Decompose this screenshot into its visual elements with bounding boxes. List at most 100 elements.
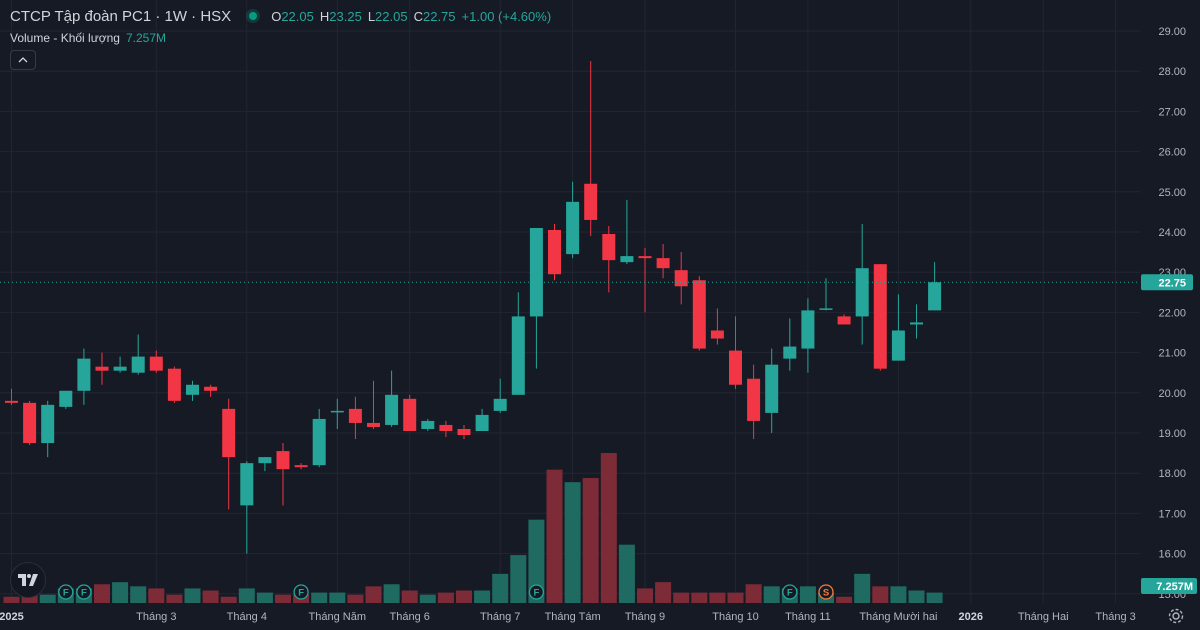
candle-body xyxy=(149,356,163,371)
volume-bar xyxy=(419,594,436,603)
volume-bar xyxy=(600,453,617,603)
volume-bar xyxy=(546,469,563,603)
price-tick-label: 29.00 xyxy=(1158,26,1186,38)
price-tick-label: 21.00 xyxy=(1158,348,1186,360)
candle-body xyxy=(837,316,851,325)
volume-bar xyxy=(220,596,237,603)
volume-bar xyxy=(673,592,690,603)
price-tick-label: 26.00 xyxy=(1158,147,1186,159)
volume-bar xyxy=(637,588,653,603)
time-tick-label: Tháng Mười hai xyxy=(859,611,937,623)
volume-bar xyxy=(94,584,110,603)
candle-body xyxy=(330,410,344,413)
last-price-tag xyxy=(1141,274,1193,291)
candle-body xyxy=(276,451,290,470)
candle-body xyxy=(312,418,326,466)
candle-body xyxy=(222,408,236,458)
event-marker-label: S xyxy=(823,588,829,599)
volume-bar xyxy=(383,584,400,603)
candle-body xyxy=(656,258,670,269)
candle-body xyxy=(113,366,127,371)
candle-body xyxy=(638,256,652,259)
volume-bar xyxy=(401,590,418,603)
candle-body xyxy=(439,424,453,431)
price-tick-label: 18.00 xyxy=(1158,468,1186,480)
price-tick-label: 17.00 xyxy=(1158,508,1186,520)
candle-body xyxy=(747,378,761,421)
candle-body xyxy=(692,280,706,349)
collapse-legend-button[interactable] xyxy=(10,50,36,70)
gear-icon[interactable] xyxy=(1166,606,1186,626)
chart-header: CTCP Tập đoàn PC1 · 1W · HSX O 22.05 H 23.… xyxy=(10,6,551,26)
time-tick-label: Tháng 10 xyxy=(712,611,758,623)
volume-legend[interactable]: Volume - Khối lượng 7.257M xyxy=(10,31,166,45)
candle-body xyxy=(783,346,797,359)
candle-body xyxy=(511,316,525,395)
volume-bar xyxy=(510,555,527,603)
volume-bar xyxy=(763,586,780,603)
price-tick-label: 27.00 xyxy=(1158,106,1186,118)
candle-body xyxy=(873,264,887,369)
volume-bar xyxy=(492,573,509,603)
volume-bar xyxy=(329,592,346,603)
candle-body xyxy=(95,366,109,371)
symbol-title[interactable]: CTCP Tập đoàn PC1 · 1W · HSX xyxy=(10,7,232,25)
time-tick-label: Tháng 4 xyxy=(227,611,267,623)
low-value: 22.05 xyxy=(375,8,408,24)
candle-body xyxy=(294,465,308,468)
time-tick-label: 2026 xyxy=(959,611,983,623)
low-label: L xyxy=(367,8,376,24)
volume-bar xyxy=(21,594,38,603)
candle-body xyxy=(421,420,435,429)
volume-bar xyxy=(564,482,581,603)
candle-body xyxy=(529,227,543,317)
time-tick-label: Tháng 6 xyxy=(390,611,430,623)
volume-bar xyxy=(130,586,147,603)
time-tick-label: Tháng Hai xyxy=(1018,611,1069,623)
volume-bar xyxy=(926,592,943,603)
price-tick-label: 19.00 xyxy=(1158,428,1186,440)
candle-body xyxy=(41,404,55,444)
volume-bar xyxy=(474,590,491,603)
volume-bar xyxy=(202,590,219,603)
volume-bar xyxy=(184,588,201,603)
candle-body xyxy=(475,414,489,431)
volume-bar xyxy=(836,596,853,603)
volume-bar xyxy=(528,519,545,603)
volume-bar xyxy=(437,592,454,603)
time-tick-label: Tháng Năm xyxy=(309,611,366,623)
candle-body xyxy=(131,356,145,373)
volume-bar xyxy=(238,588,255,603)
event-marker-icon xyxy=(782,584,798,600)
volume-bar xyxy=(166,594,183,603)
event-marker-label: F xyxy=(533,588,539,599)
candle-body xyxy=(602,234,616,261)
time-axis xyxy=(0,605,1140,630)
candle-body xyxy=(385,394,399,425)
candle-body xyxy=(167,368,181,401)
volume-bar xyxy=(872,586,889,603)
tradingview-logo-icon[interactable] xyxy=(10,562,46,598)
candle-body xyxy=(765,364,779,413)
candle-body xyxy=(710,330,724,339)
candle-body xyxy=(584,183,598,220)
candle-body xyxy=(801,310,815,349)
close-label: C xyxy=(413,8,423,24)
candle-body xyxy=(548,229,561,275)
open-label: O xyxy=(271,8,282,24)
candle-body xyxy=(348,408,362,423)
event-marker-icon xyxy=(76,584,92,600)
candle-body xyxy=(367,422,380,427)
candle-body xyxy=(5,400,18,403)
candle-body xyxy=(59,390,73,407)
volume-bar xyxy=(691,592,708,603)
price-tick-label: 24.00 xyxy=(1158,227,1186,239)
candle-body xyxy=(77,358,91,391)
price-tick-label: 16.00 xyxy=(1158,549,1186,561)
candle-body xyxy=(23,402,37,444)
candle-body xyxy=(891,330,905,361)
volume-bar xyxy=(582,478,599,603)
event-marker-icon xyxy=(818,584,834,600)
